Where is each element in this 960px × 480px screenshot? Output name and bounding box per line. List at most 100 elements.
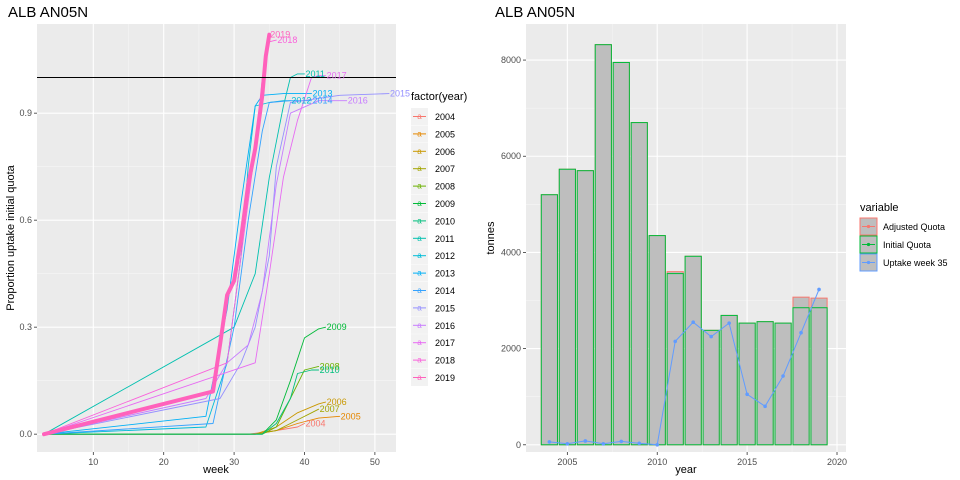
bar-initial-quota-2013 <box>702 329 720 446</box>
left-legend-title: factor(year) <box>411 91 467 103</box>
legend-label-2017: 2017 <box>435 338 455 348</box>
end-label-2012: 2012 <box>291 96 311 106</box>
left-plot-panel <box>37 24 396 452</box>
right-x-axis-label: year <box>675 464 697 476</box>
uptake-point-2013 <box>709 334 713 339</box>
end-label-2018: 2018 <box>277 35 297 45</box>
legend-key-glyph: a <box>417 338 422 347</box>
uptake-point-2016 <box>763 404 767 409</box>
bar-initial-quota-2009 <box>630 122 648 446</box>
right-x-tick-label: 2010 <box>647 457 667 467</box>
legend-key-glyph: a <box>417 269 422 278</box>
legend-key-glyph: a <box>417 199 422 208</box>
bar-initial-quota-2019 <box>810 307 828 446</box>
legend-label-2012: 2012 <box>435 251 455 261</box>
uptake-point-2018 <box>799 330 803 335</box>
legend-key-glyph: a <box>417 251 422 260</box>
legend-key-glyph: a <box>417 112 422 121</box>
right-legend: Adjusted Quota Initial Quota Uptake week 3… <box>859 217 948 272</box>
left-x-tick-label: 50 <box>370 457 380 467</box>
left-x-tick-label: 20 <box>159 457 169 467</box>
legend-key-glyph: a <box>417 216 422 225</box>
end-label-2011: 2011 <box>305 69 324 79</box>
legend-key-glyph: a <box>417 147 422 156</box>
line-series-2015 <box>43 93 390 435</box>
left-y-tick-label: 0.0 <box>19 429 32 439</box>
line-series-2014 <box>43 100 312 435</box>
legend-key-glyph: a <box>417 129 422 138</box>
right-legend-title: variable <box>860 202 899 214</box>
legend-label-2015: 2015 <box>435 303 455 313</box>
left-tick-labels: 10 20 30 40 50 0.0 0.3 0.6 0.9 <box>19 108 379 467</box>
left-y-tick-label: 0.9 <box>19 108 32 118</box>
legend-label-2016: 2016 <box>435 321 455 331</box>
bar-initial-quota-2015 <box>738 322 756 446</box>
end-label-2017: 2017 <box>327 71 347 81</box>
legend-key-glyph: a <box>417 234 422 243</box>
left-y-tick-label: 0.3 <box>19 322 32 332</box>
left-x-tick-label: 10 <box>88 457 98 467</box>
legend-label-2007: 2007 <box>435 164 455 174</box>
legend-key-glyph: a <box>417 303 422 312</box>
left-y-axis-label: Proportion uptake initial quota <box>5 164 17 310</box>
left-x-tick-label: 30 <box>229 457 239 467</box>
bar-initial-quota-2012 <box>684 255 702 446</box>
legend-label-2008: 2008 <box>435 182 455 192</box>
uptake-point-2010 <box>655 442 660 447</box>
left-y-tick-label: 0.6 <box>19 215 32 225</box>
bar-initial-quota-2018 <box>792 307 810 446</box>
bar-initial-quota-2017 <box>774 322 792 446</box>
line-series-2011 <box>43 73 305 435</box>
legend-key-point <box>866 242 871 247</box>
bar-initial-quota-2006 <box>576 170 594 446</box>
legend-key-point <box>866 224 871 229</box>
uptake-point-2004 <box>547 440 552 444</box>
bar-initial-quota-2011 <box>666 273 684 446</box>
right-uptake-line <box>547 287 821 447</box>
right-bars <box>540 44 828 446</box>
right-y-tick-label: 2000 <box>501 344 521 354</box>
right-x-tick-label: 2005 <box>557 457 577 467</box>
bar-initial-quota-2008 <box>612 61 630 446</box>
end-label-2006: 2006 <box>327 397 347 407</box>
end-label-2009: 2009 <box>327 322 347 332</box>
line-series-uptake-week-35 <box>549 289 820 446</box>
uptake-point-2008 <box>619 439 624 444</box>
legend-key-glyph: a <box>417 286 422 295</box>
legend-label-initial-quota: Initial Quota <box>883 240 931 250</box>
legend-label-2019: 2019 <box>435 373 455 383</box>
legend-key-glyph: a <box>417 373 422 382</box>
end-label-2008: 2008 <box>320 361 340 371</box>
end-label-2016: 2016 <box>348 96 368 106</box>
legend-label-2013: 2013 <box>435 269 455 279</box>
left-series-lines <box>37 32 396 437</box>
legend-label-2014: 2014 <box>435 286 455 296</box>
end-label-2019: 2019 <box>270 30 290 40</box>
right-x-tick-label: 2020 <box>827 457 847 467</box>
legend-key-glyph: a <box>417 321 422 330</box>
right-chart-title: ALB AN05N <box>495 4 575 21</box>
right-y-tick-label: 0 <box>516 440 521 450</box>
right-tick-labels: 2005 2010 2015 2020 0 2000 4000 6000 8000 <box>501 55 847 467</box>
right-y-axis-label: tonnes <box>485 221 497 255</box>
uptake-point-2006 <box>583 439 588 443</box>
bar-initial-quota-2014 <box>720 314 738 446</box>
bar-initial-quota-2005 <box>558 168 576 446</box>
left-chart: ALB AN05N 10 20 30 40 500.00.30.60.9 2004200… <box>5 4 467 476</box>
bar-initial-quota-2016 <box>756 321 774 446</box>
line-series-2017 <box>43 75 327 435</box>
left-chart-title: ALB AN05N <box>8 4 88 21</box>
legend-key-glyph: a <box>417 164 422 173</box>
left-x-axis-label: week <box>202 464 229 476</box>
uptake-point-2015 <box>745 392 749 397</box>
legend-key-point <box>866 260 871 265</box>
end-label-2013: 2013 <box>313 89 333 99</box>
legend-label-2009: 2009 <box>435 199 455 209</box>
bar-initial-quota-2004 <box>540 194 558 446</box>
legend-label-2010: 2010 <box>435 216 455 226</box>
legend-label-uptake-week-35: Uptake week 35 <box>883 258 948 268</box>
legend-label-adjusted-quota: Adjusted Quota <box>883 222 945 232</box>
end-label-2007: 2007 <box>320 404 340 414</box>
end-label-2014: 2014 <box>313 96 333 106</box>
